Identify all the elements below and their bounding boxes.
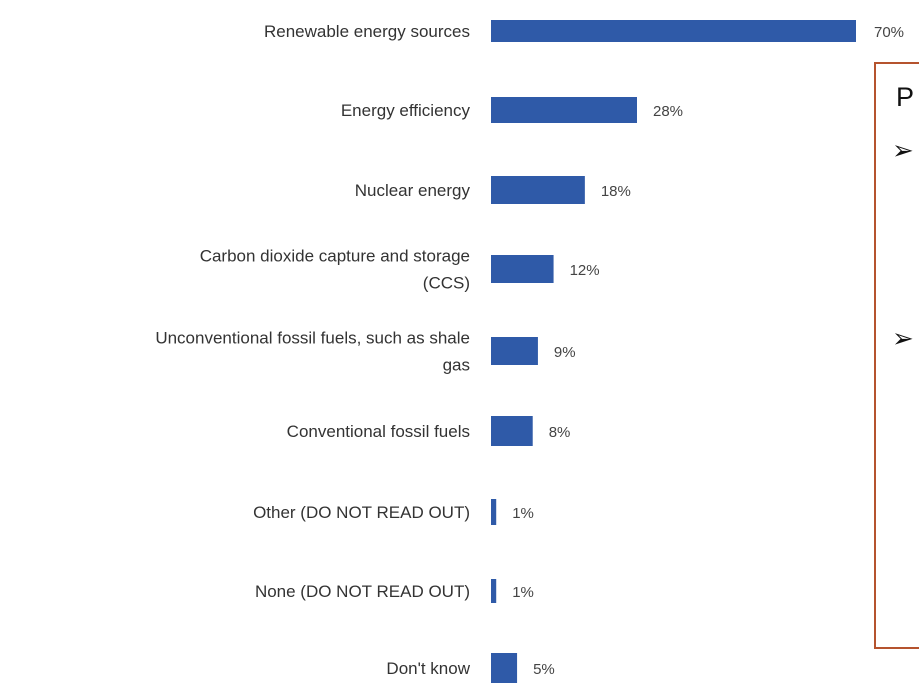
- category-label-line: (CCS): [423, 274, 470, 293]
- data-label: 70%: [874, 24, 904, 41]
- category-label-line: Conventional fossil fuels: [287, 422, 470, 441]
- bar: [491, 416, 533, 446]
- bar: [491, 176, 585, 204]
- category-label-line: gas: [443, 356, 470, 375]
- category-label-line: None (DO NOT READ OUT): [255, 582, 470, 601]
- data-label: 1%: [512, 505, 534, 522]
- category-label-line: Carbon dioxide capture and storage: [200, 247, 470, 266]
- category-label-line: Energy efficiency: [341, 101, 471, 120]
- category-label: Carbon dioxide capture and storage (CCS): [200, 247, 470, 293]
- category-label: Unconventional fossil fuels, such as sha…: [155, 329, 470, 375]
- category-label: Renewable energy sources: [264, 22, 470, 41]
- bar: [491, 579, 497, 603]
- category-label: Other (DO NOT READ OUT): [253, 503, 470, 522]
- side-box-bullet-1: ➢: [892, 136, 914, 166]
- category-label: Energy efficiency: [341, 101, 471, 120]
- side-box-bullet-2: ➢: [892, 324, 914, 354]
- data-label: 12%: [570, 262, 600, 279]
- category-label: None (DO NOT READ OUT): [255, 582, 470, 601]
- category-label: Nuclear energy: [355, 181, 471, 200]
- category-label-line: Nuclear energy: [355, 181, 471, 200]
- bar: [491, 499, 497, 525]
- side-box-heading-letter: P: [896, 82, 915, 112]
- category-label: Don't know: [386, 659, 470, 678]
- category-label-line: Unconventional fossil fuels, such as sha…: [155, 329, 470, 348]
- category-label-line: Other (DO NOT READ OUT): [253, 503, 470, 522]
- data-label: 18%: [601, 183, 631, 200]
- bar: [491, 653, 518, 683]
- bar: [491, 97, 637, 123]
- bar: [491, 337, 538, 365]
- bar: [491, 255, 554, 283]
- data-label: 1%: [512, 584, 534, 601]
- side-text-box: P ➢ ➢: [874, 62, 919, 649]
- bar: [491, 20, 856, 42]
- data-label: 9%: [554, 344, 576, 361]
- category-label: Conventional fossil fuels: [287, 422, 470, 441]
- category-label-line: Renewable energy sources: [264, 22, 470, 41]
- data-label: 5%: [533, 661, 555, 678]
- category-label-line: Don't know: [386, 659, 470, 678]
- data-label: 28%: [653, 103, 683, 120]
- data-label: 8%: [549, 424, 571, 441]
